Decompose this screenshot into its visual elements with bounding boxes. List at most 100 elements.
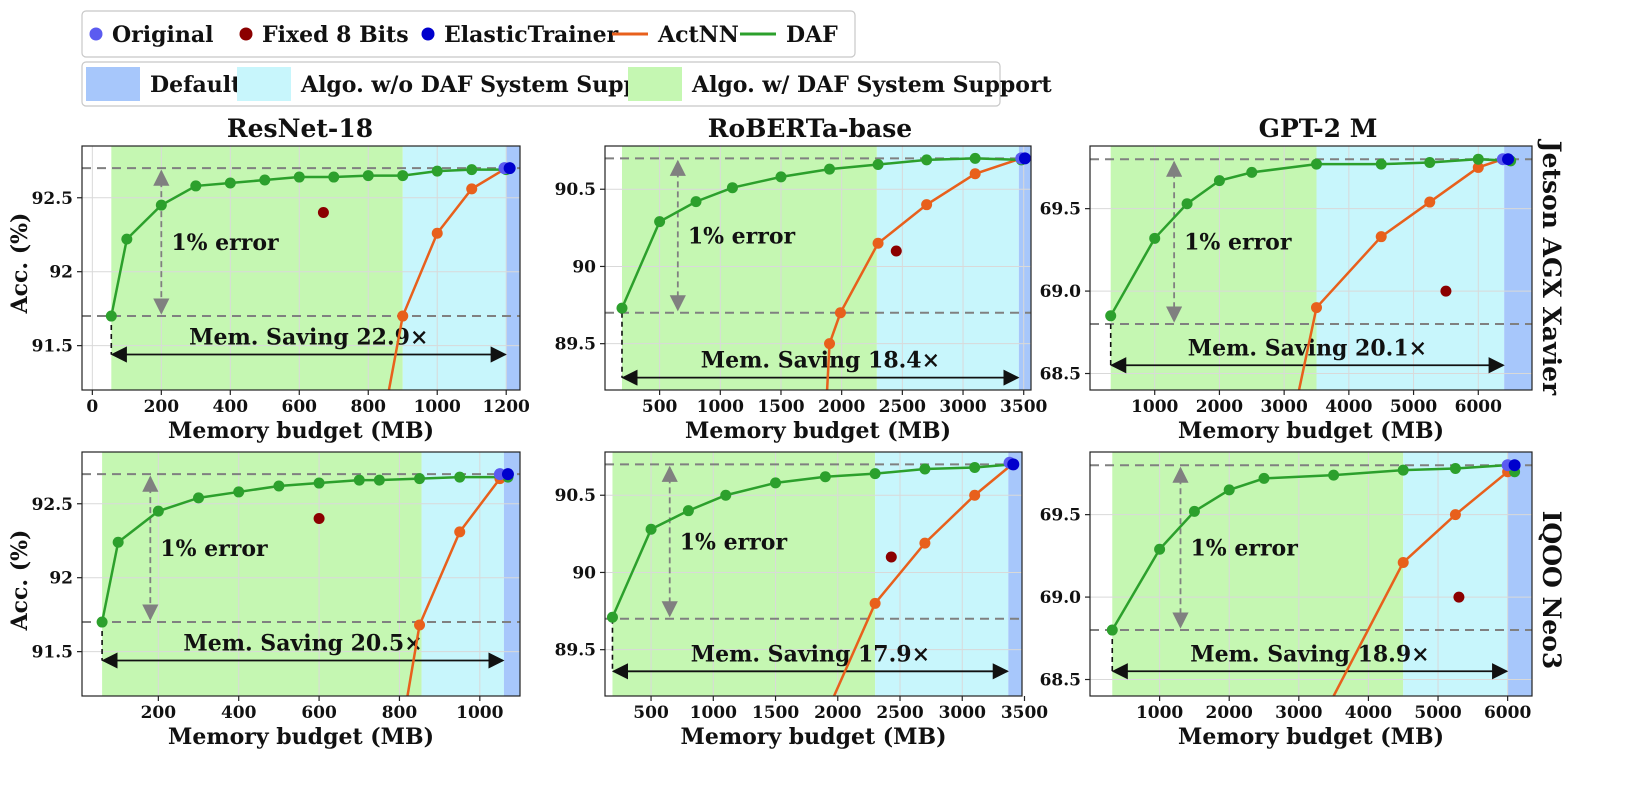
y-axis-label-row2: Acc. (%) (7, 530, 33, 632)
x-tick-label-1: 1000 (697, 397, 744, 417)
subplot-gpt2m-iqoo: 1% error Mem. Saving 18.9× 1000 2000 3000 400… (1040, 451, 1533, 750)
legend-region-label-0: Default (150, 72, 242, 98)
daf-point-1 (1149, 232, 1161, 244)
x-tick-label-4: 800 (351, 397, 387, 417)
actnn-point-3 (872, 237, 884, 249)
actnn-point-5 (969, 168, 981, 180)
y-tick-label-0: 89.5 (555, 641, 596, 661)
daf-point-7 (1424, 156, 1436, 168)
actnn-line (1332, 470, 1509, 696)
legend-box-markers (81, 10, 856, 58)
daf-line (1111, 463, 1516, 631)
x-axis-label: Memory budget (MB) (680, 724, 946, 750)
x-tick-label-6: 3500 (1000, 397, 1047, 417)
daf-point-0 (606, 611, 618, 623)
x-tick-label-3: 2000 (818, 397, 865, 417)
daf-point-2 (152, 505, 164, 517)
plot-area-gpt2m-iqoo: 1% error Mem. Saving 18.9× (1090, 452, 1532, 696)
row-label-jetson: Jetson AGX Xavier (1537, 139, 1566, 396)
legend-marker-2 (421, 27, 435, 41)
x-tick-label-1: 200 (144, 397, 180, 417)
region-no-daf-support (1316, 146, 1505, 390)
x-axis-label: Memory budget (MB) (685, 418, 951, 444)
plot-frame (604, 145, 1032, 391)
x-tick-label-4: 5000 (1414, 703, 1461, 723)
daf-point-7 (353, 474, 365, 486)
daf-point-5 (824, 163, 836, 175)
x-tick-label-5: 3000 (939, 397, 986, 417)
plot-frame (1089, 145, 1533, 391)
x-tick-label-3: 2000 (814, 703, 861, 723)
actnn-point-2 (1449, 509, 1461, 521)
legend-label-0: Original (112, 22, 213, 48)
daf-point-7 (919, 463, 931, 475)
daf-point-8 (373, 474, 385, 486)
y-tick-label-2: 69.5 (1040, 200, 1081, 220)
x-tick-label-0: 500 (633, 703, 669, 723)
daf-point-4 (1258, 472, 1270, 484)
actnn-point-2 (431, 227, 443, 239)
x-tick-label-1: 1000 (690, 703, 737, 723)
region-no-daf-support (875, 452, 1009, 696)
daf-point-5 (819, 471, 831, 483)
daf-point-2 (1181, 198, 1193, 210)
daf-point-7 (1449, 462, 1461, 474)
actnn-point-1 (1311, 302, 1323, 314)
actnn-point-2 (834, 307, 846, 319)
x-axis-label: Memory budget (MB) (168, 418, 434, 444)
x-tick-label-1: 2000 (1206, 703, 1253, 723)
actnn-point-1 (1397, 556, 1409, 568)
plot-area-roberta-jetson: 1% error Mem. Saving 18.4× (605, 146, 1031, 390)
x-tick-label-6: 3500 (1001, 703, 1048, 723)
fixed8-point (317, 207, 329, 219)
fixed8-point (890, 245, 902, 257)
fixed8-point (1453, 591, 1465, 603)
legend-markers: Original Fixed 8 Bits ElasticTrainer ActNN D… (81, 10, 856, 58)
actnn-point-1 (869, 597, 881, 609)
daf-point-5 (1328, 469, 1340, 481)
legend-label-2: ElasticTrainer (444, 22, 619, 48)
daf-point-6 (1397, 464, 1409, 476)
region-default (506, 146, 520, 390)
plot-area-resnet18-jetson: 1% error Mem. Saving 22.9× (82, 146, 520, 390)
daf-point-0 (616, 302, 628, 314)
legend-marker-0 (89, 27, 103, 41)
y-tick-label-2: 90.5 (555, 180, 596, 200)
x-tick-label-4: 1000 (456, 703, 503, 723)
legend-region-label-1: Algo. w/o DAF System Support (300, 72, 676, 98)
actnn-point-4 (1472, 161, 1484, 173)
legend-label-1: Fixed 8 Bits (262, 22, 409, 48)
x-tick-label-2: 3000 (1275, 703, 1322, 723)
daf-line (1109, 157, 1511, 317)
x-axis-label: Memory budget (MB) (1178, 418, 1444, 444)
y-tick-label-1: 90 (572, 257, 596, 277)
y-tick-label-0: 89.5 (555, 335, 596, 355)
error-label: 1% error (1184, 230, 1292, 256)
daf-point-4 (770, 477, 782, 489)
x-axis-label: Memory budget (MB) (1178, 724, 1444, 750)
daf-point-4 (775, 171, 787, 183)
x-tick-label-3: 4000 (1345, 703, 1392, 723)
daf-point-5 (259, 174, 271, 186)
fixed8-point (885, 551, 897, 563)
daf-point-4 (224, 177, 236, 189)
elastic-point (503, 162, 516, 175)
daf-point-0 (1106, 624, 1118, 636)
saving-label: Mem. Saving 18.4× (701, 348, 940, 374)
daf-point-2 (1188, 505, 1200, 517)
daf-point-4 (1246, 166, 1258, 178)
actnn-point-4 (921, 199, 933, 211)
subplot-roberta-jetson: 1% error Mem. Saving 18.4× 500 1000 1500 2000… (555, 145, 1048, 444)
y-tick-label-1: 92 (49, 263, 73, 283)
daf-point-2 (690, 196, 702, 208)
error-label: 1% error (680, 530, 788, 556)
daf-point-3 (726, 182, 738, 194)
actnn-point-2 (1375, 231, 1387, 243)
elastic-point (501, 468, 514, 481)
error-label: 1% error (171, 230, 279, 256)
x-tick-label-4: 2500 (876, 703, 923, 723)
legend-swatch-0 (86, 67, 140, 101)
column-title-gpt2m: GPT-2 M (1259, 114, 1378, 143)
daf-point-7 (328, 171, 340, 183)
